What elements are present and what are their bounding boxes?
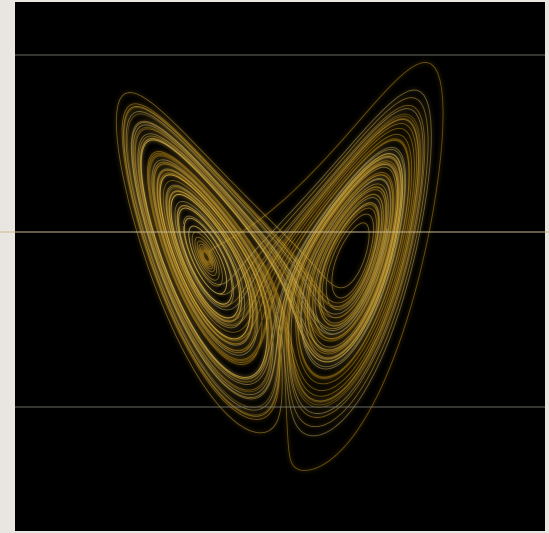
trajectory	[121, 61, 444, 471]
lorenz-attractor	[115, 61, 444, 471]
image-area	[15, 2, 545, 531]
trajectory	[125, 89, 432, 437]
